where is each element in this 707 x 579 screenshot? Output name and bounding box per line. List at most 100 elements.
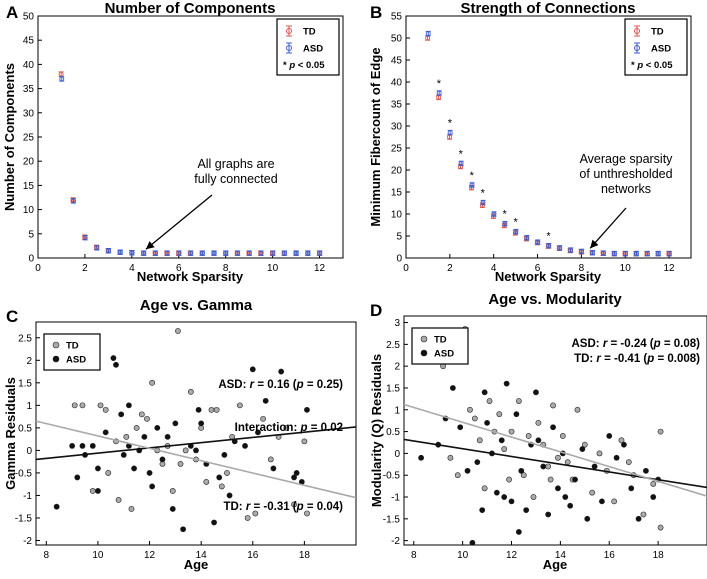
data-point-asd xyxy=(480,199,486,206)
data-point-asd xyxy=(650,494,657,500)
marker xyxy=(176,250,182,256)
marker xyxy=(200,250,205,256)
x-tick-label: 4 xyxy=(129,263,135,274)
significance-star: * xyxy=(481,188,486,200)
stat-text: TD: r = -0.31 (p = 0.04) xyxy=(223,501,343,513)
y-tick-label: 40 xyxy=(23,60,35,71)
data-point-td xyxy=(89,488,96,494)
x-tick-label: 4 xyxy=(491,263,497,274)
marker xyxy=(546,243,552,249)
x-tick-label: 8 xyxy=(579,263,585,274)
data-point-asd xyxy=(305,250,311,256)
y-tick-label: 0 xyxy=(396,254,402,265)
marker xyxy=(436,90,442,96)
y-axis-label: Number of Components xyxy=(2,63,17,211)
data-point-td xyxy=(481,485,488,492)
data-point-asd xyxy=(110,355,117,361)
marker xyxy=(513,229,519,235)
significance-star: * xyxy=(459,148,464,160)
marker xyxy=(164,250,170,256)
legend-swatch xyxy=(286,28,292,34)
marker xyxy=(82,235,88,241)
marker xyxy=(634,251,639,257)
marker xyxy=(293,250,299,256)
data-point-asd xyxy=(89,442,96,449)
data-point-td xyxy=(447,134,453,140)
data-point-asd xyxy=(481,389,488,396)
data-point-td xyxy=(625,459,632,466)
data-point-td xyxy=(458,163,464,170)
fit-line-td xyxy=(403,403,707,497)
data-point-asd xyxy=(464,467,471,474)
y-tick-label: 0.5 xyxy=(18,423,32,434)
y-tick-label: 0 xyxy=(394,449,400,460)
data-point-asd xyxy=(493,489,500,496)
legend-swatch xyxy=(420,335,428,343)
data-point-asd xyxy=(82,234,88,241)
y-axis-label: Gamma Residuals xyxy=(3,377,18,490)
data-point-asd xyxy=(447,129,453,136)
y-tick-label: 35 xyxy=(391,100,403,111)
marker xyxy=(645,251,650,257)
y-tick-label: 45 xyxy=(23,36,35,47)
y-tick-label: 3 xyxy=(394,318,400,329)
data-point-td xyxy=(301,438,308,445)
data-point-asd xyxy=(193,447,199,454)
annotation-arrow xyxy=(145,194,213,250)
data-point-asd xyxy=(235,250,241,256)
legend-label: TD xyxy=(651,27,664,38)
data-point-td xyxy=(267,456,274,463)
data-point-asd xyxy=(164,433,171,440)
legend-label: ASD xyxy=(434,349,454,360)
marker xyxy=(117,249,123,255)
fit-line-td xyxy=(35,420,357,499)
y-tick-label: 0 xyxy=(28,254,34,265)
data-point-asd xyxy=(249,366,256,373)
y-tick-label: -0.5 xyxy=(15,468,33,479)
data-point-td xyxy=(547,476,554,483)
marker xyxy=(535,239,541,245)
panel-letter: A xyxy=(6,3,18,22)
data-point-asd xyxy=(74,474,81,481)
data-point-asd xyxy=(498,437,505,444)
y-tick-label: 20 xyxy=(23,157,35,168)
y-tick-label: 50 xyxy=(23,12,35,23)
data-point-td xyxy=(58,71,64,77)
panel-letter: C xyxy=(6,307,18,326)
data-point-td xyxy=(447,454,454,461)
data-point-td xyxy=(138,411,145,418)
legend-box xyxy=(624,18,688,76)
legend-significance: * p < 0.05 xyxy=(283,60,325,71)
data-point-td xyxy=(123,433,130,440)
legend-label: TD xyxy=(303,27,316,38)
chart-title: Age vs. Modularity xyxy=(488,291,622,308)
annotation-text: fully connected xyxy=(194,172,277,186)
data-point-asd xyxy=(154,424,161,431)
data-point-asd xyxy=(159,456,166,463)
data-point-asd xyxy=(70,198,76,204)
y-tick-label: 5 xyxy=(28,229,34,240)
data-point-td xyxy=(187,388,194,395)
data-point-td xyxy=(105,470,112,476)
data-point-asd xyxy=(545,511,552,518)
y-tick-label: 30 xyxy=(391,122,403,133)
data-point-asd xyxy=(211,519,217,526)
data-point-td xyxy=(260,415,266,422)
data-point-asd xyxy=(317,250,323,256)
data-point-asd xyxy=(584,515,591,522)
x-axis-label: Age xyxy=(543,557,568,572)
data-point-asd xyxy=(113,361,119,368)
chart-title: Age vs. Gamma xyxy=(140,297,253,314)
x-tick-label: 2 xyxy=(447,263,453,274)
marker xyxy=(71,198,76,204)
marker xyxy=(491,211,497,217)
marker xyxy=(258,250,264,256)
data-point-asd xyxy=(282,250,288,256)
x-tick-label: 6 xyxy=(176,263,182,274)
marker xyxy=(655,251,661,257)
data-point-td xyxy=(304,510,310,517)
plot-frame xyxy=(35,321,357,546)
data-point-asd xyxy=(293,470,300,476)
chart-title: Strength of Connections xyxy=(461,0,636,17)
marker xyxy=(141,250,147,256)
